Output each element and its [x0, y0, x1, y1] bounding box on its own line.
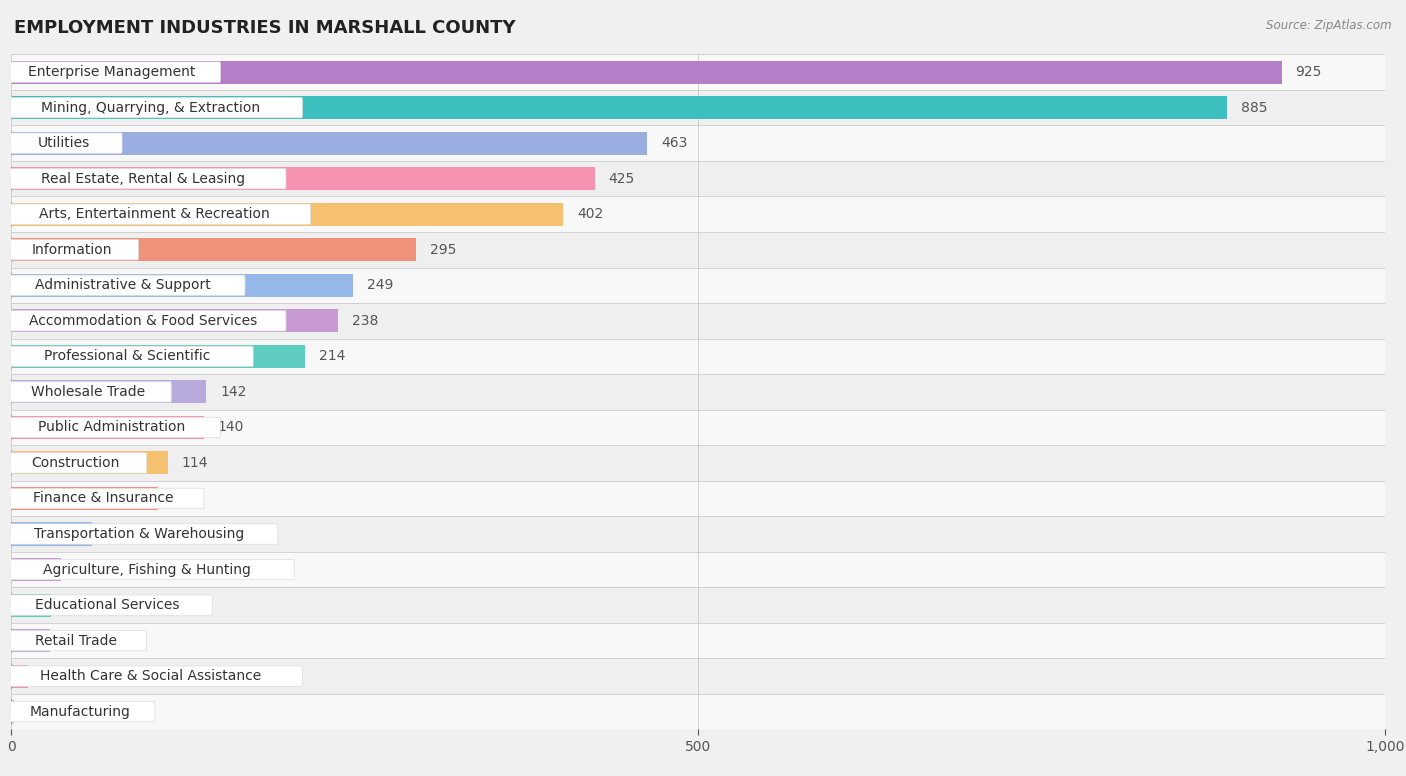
FancyBboxPatch shape [11, 346, 253, 366]
FancyBboxPatch shape [11, 240, 139, 260]
Bar [11, 167, 595, 190]
Text: Utilities: Utilities [38, 136, 90, 150]
FancyBboxPatch shape [11, 702, 155, 722]
Bar [11, 552, 1385, 587]
Text: Finance & Insurance: Finance & Insurance [34, 491, 174, 505]
Bar [11, 480, 1385, 516]
Bar [11, 522, 93, 546]
Text: 0: 0 [28, 705, 37, 719]
Bar [11, 658, 1385, 694]
Text: Arts, Entertainment & Recreation: Arts, Entertainment & Recreation [39, 207, 270, 221]
FancyBboxPatch shape [11, 666, 302, 686]
FancyBboxPatch shape [11, 488, 204, 508]
FancyBboxPatch shape [11, 98, 302, 118]
Bar [11, 445, 1385, 480]
Text: 12: 12 [41, 669, 59, 683]
Bar [11, 516, 1385, 552]
Text: 925: 925 [1295, 65, 1322, 79]
FancyBboxPatch shape [11, 204, 311, 224]
Bar [11, 310, 339, 332]
Bar [11, 345, 305, 368]
Text: 28: 28 [63, 634, 82, 648]
Bar [11, 416, 204, 439]
Text: Mining, Quarrying, & Extraction: Mining, Quarrying, & Extraction [41, 101, 260, 115]
Bar [11, 203, 564, 226]
Bar [11, 694, 1385, 729]
Text: Educational Services: Educational Services [35, 598, 180, 612]
Bar [11, 238, 416, 262]
FancyBboxPatch shape [11, 382, 172, 402]
Text: 214: 214 [319, 349, 346, 363]
FancyBboxPatch shape [11, 524, 278, 544]
Bar [11, 338, 1385, 374]
Text: Transportation & Warehousing: Transportation & Warehousing [34, 527, 245, 541]
Text: 238: 238 [352, 314, 378, 327]
Text: 425: 425 [609, 171, 636, 185]
Bar [11, 132, 647, 154]
Text: 142: 142 [221, 385, 246, 399]
Bar [11, 664, 28, 688]
Bar [11, 623, 1385, 658]
FancyBboxPatch shape [11, 417, 221, 438]
Bar [11, 700, 14, 723]
Bar [11, 268, 1385, 303]
Text: 463: 463 [661, 136, 688, 150]
Text: Professional & Scientific: Professional & Scientific [44, 349, 211, 363]
FancyBboxPatch shape [11, 452, 146, 473]
Bar [11, 54, 1385, 90]
Bar [11, 374, 1385, 410]
Text: Wholesale Trade: Wholesale Trade [31, 385, 145, 399]
Bar [11, 594, 51, 617]
Bar [11, 232, 1385, 268]
FancyBboxPatch shape [11, 310, 285, 331]
FancyBboxPatch shape [11, 133, 122, 154]
Text: Public Administration: Public Administration [38, 421, 186, 435]
FancyBboxPatch shape [11, 168, 285, 189]
Bar [11, 274, 353, 297]
Text: 36: 36 [75, 563, 91, 577]
Text: Enterprise Management: Enterprise Management [28, 65, 195, 79]
Bar [11, 629, 49, 652]
Bar [11, 90, 1385, 126]
Text: Accommodation & Food Services: Accommodation & Food Services [28, 314, 257, 327]
Bar [11, 303, 1385, 338]
Text: 402: 402 [578, 207, 603, 221]
Bar [11, 487, 159, 510]
Bar [11, 558, 60, 581]
Text: 885: 885 [1240, 101, 1267, 115]
Text: Information: Information [32, 243, 112, 257]
Text: 114: 114 [181, 456, 208, 470]
Text: Real Estate, Rental & Leasing: Real Estate, Rental & Leasing [41, 171, 245, 185]
Bar [11, 161, 1385, 196]
FancyBboxPatch shape [11, 559, 294, 580]
Bar [11, 196, 1385, 232]
Text: Retail Trade: Retail Trade [35, 634, 117, 648]
Text: 140: 140 [218, 421, 243, 435]
Bar [11, 587, 1385, 623]
Text: EMPLOYMENT INDUSTRIES IN MARSHALL COUNTY: EMPLOYMENT INDUSTRIES IN MARSHALL COUNTY [14, 19, 516, 37]
FancyBboxPatch shape [11, 275, 245, 296]
Bar [11, 96, 1227, 120]
Bar [11, 126, 1385, 161]
FancyBboxPatch shape [11, 595, 212, 615]
Text: 107: 107 [172, 491, 198, 505]
FancyBboxPatch shape [11, 62, 221, 82]
Text: 295: 295 [430, 243, 457, 257]
Bar [11, 452, 167, 474]
Text: 59: 59 [105, 527, 124, 541]
Bar [11, 380, 207, 404]
Text: Administrative & Support: Administrative & Support [35, 279, 211, 293]
FancyBboxPatch shape [11, 630, 146, 651]
Text: 29: 29 [65, 598, 83, 612]
Text: Agriculture, Fishing & Hunting: Agriculture, Fishing & Hunting [42, 563, 250, 577]
Text: 249: 249 [367, 279, 394, 293]
Bar [11, 61, 1282, 84]
Bar [11, 410, 1385, 445]
Text: Construction: Construction [32, 456, 120, 470]
Text: Source: ZipAtlas.com: Source: ZipAtlas.com [1267, 19, 1392, 33]
Text: Manufacturing: Manufacturing [30, 705, 131, 719]
Text: Health Care & Social Assistance: Health Care & Social Assistance [39, 669, 262, 683]
